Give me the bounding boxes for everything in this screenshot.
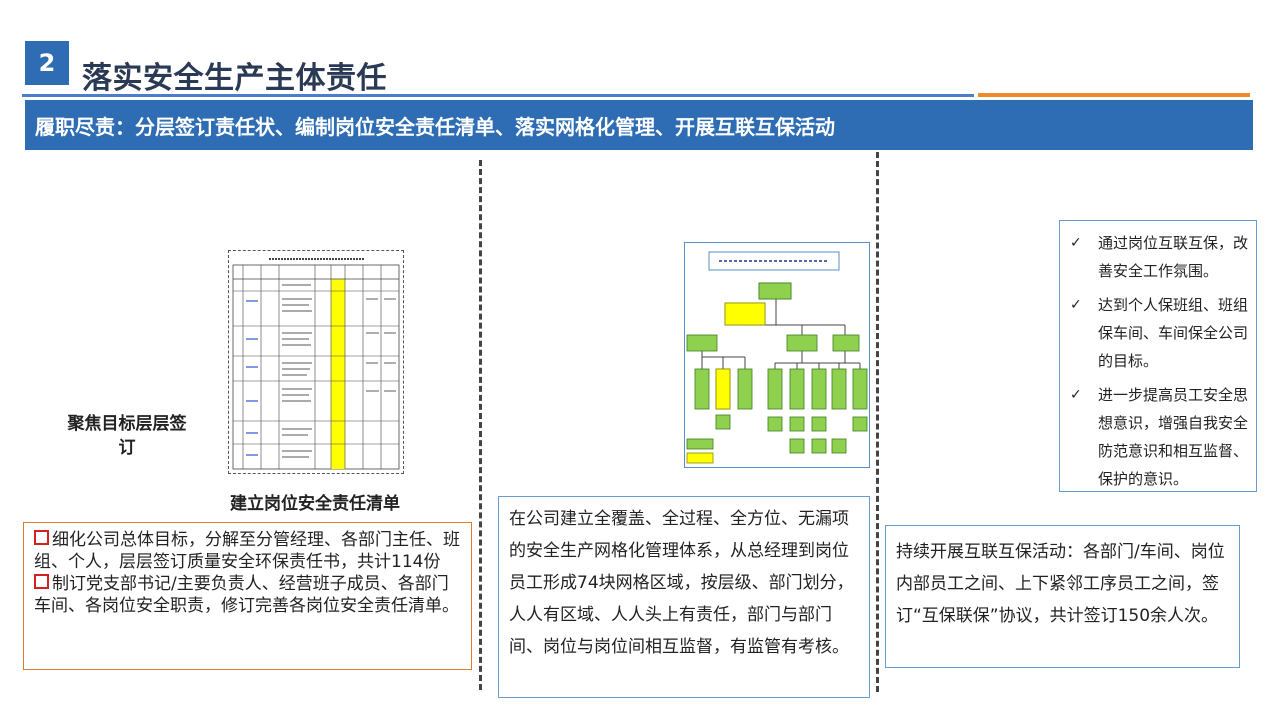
grid-management-org-chart-image	[684, 242, 870, 468]
checklist-item-1-text: 通过岗位互联互保，改善安全工作氛围。	[1098, 234, 1249, 280]
check-mark-icon: ✓	[1070, 235, 1082, 251]
bullet-item-2: 制订党支部书记/主要负责人、经营班子成员、各部门车间、各岗位安全职责，修订完善各…	[34, 573, 461, 617]
header-underline-blue	[22, 94, 974, 97]
benefits-checklist-box: ✓ 通过岗位互联互保，改善安全工作氛围。 ✓ 达到个人保班组、班组保车间、车间保…	[1059, 220, 1257, 492]
bullet-item-1: 细化公司总体目标，分解至分管经理、各部门主任、班组、个人，层层签订质量安全环保责…	[34, 529, 461, 573]
banner-text: 履职尽责：分层签订责任状、编制岗位安全责任清单、落实网格化管理、开展互联互保活动	[35, 114, 835, 139]
section-number-badge: 2	[25, 41, 69, 85]
red-square-bullet-icon	[34, 574, 49, 589]
responsibility-list-caption: 建立岗位安全责任清单	[230, 494, 400, 514]
subtitle-banner: 履职尽责：分层签订责任状、编制岗位安全责任清单、落实网格化管理、开展互联互保活动	[25, 100, 1253, 150]
bullet-item-1-text: 细化公司总体目标，分解至分管经理、各部门主任、班组、个人，层层签订质量安全环保责…	[34, 530, 460, 572]
target-signing-textbox: 细化公司总体目标，分解至分管经理、各部门主任、班组、个人，层层签订质量安全环保责…	[23, 522, 472, 670]
grid-management-textbox: 在公司建立全覆盖、全过程、全方位、无漏项的安全生产网格化管理体系，从总经理到岗位…	[498, 496, 870, 698]
check-mark-icon: ✓	[1070, 387, 1082, 403]
check-mark-icon: ✓	[1070, 297, 1082, 313]
header-underline-orange	[978, 93, 1250, 97]
checklist-item-3-text: 进一步提高员工安全思想意识，增强自我安全防范意识和相互监督、保护的意识。	[1098, 386, 1249, 488]
checklist-item-2-text: 达到个人保班组、班组保车间、车间保全公司的目标。	[1098, 296, 1249, 370]
mutual-protection-textbox: 持续开展互联互保活动：各部门/车间、岗位内部员工之间、上下紧邻工序员工之间，签订…	[885, 525, 1240, 668]
page-title: 落实安全生产主体责任	[82, 61, 387, 96]
checklist-item-2: ✓ 达到个人保班组、班组保车间、车间保全公司的目标。	[1070, 291, 1248, 375]
grid-management-text: 在公司建立全覆盖、全过程、全方位、无漏项的安全生产网格化管理体系，从总经理到岗位…	[509, 509, 854, 657]
focus-label: 聚焦目标层层签订	[67, 414, 187, 458]
checklist-item-1: ✓ 通过岗位互联互保，改善安全工作氛围。	[1070, 229, 1248, 285]
org-chart-graphic	[686, 251, 868, 464]
bullet-item-2-text: 制订党支部书记/主要负责人、经营班子成员、各部门车间、各岗位安全职责，修订完善各…	[34, 574, 459, 616]
responsibility-list-document-image	[228, 250, 404, 474]
column-divider-right	[876, 152, 879, 692]
checklist-item-3: ✓ 进一步提高员工安全思想意识，增强自我安全防范意识和相互监督、保护的意识。	[1070, 381, 1248, 493]
document-table-graphic	[232, 258, 400, 470]
mutual-protection-text: 持续开展互联互保活动：各部门/车间、岗位内部员工之间、上下紧邻工序员工之间，签订…	[896, 542, 1225, 626]
column-divider-left	[479, 160, 482, 690]
red-square-bullet-icon	[34, 530, 49, 545]
